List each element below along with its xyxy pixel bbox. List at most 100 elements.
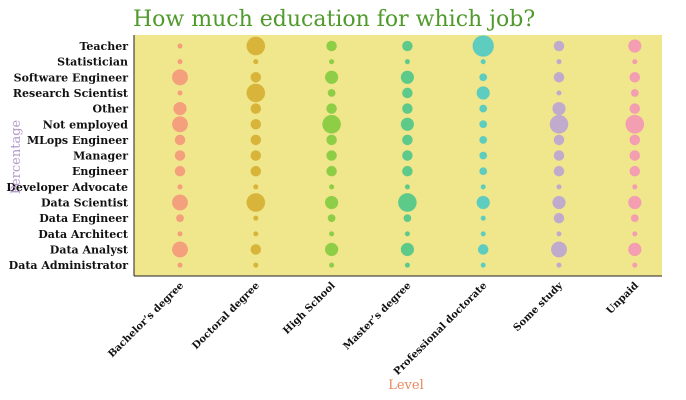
data-point: [322, 114, 341, 134]
data-point: [250, 103, 262, 114]
data-point: [632, 262, 638, 268]
data-point: [479, 104, 488, 113]
data-point: [556, 262, 562, 268]
data-point: [629, 150, 641, 161]
data-point: [174, 165, 186, 177]
data-point: [549, 114, 569, 134]
data-point: [553, 150, 565, 161]
data-point: [551, 241, 568, 258]
y-tick-label: Data Administrator: [9, 259, 129, 272]
data-point: [479, 135, 488, 144]
data-point: [552, 195, 566, 210]
data-point: [253, 231, 259, 237]
x-tick-label: Doctoral degree: [190, 280, 261, 351]
y-tick-label: Teacher: [79, 40, 128, 53]
data-point: [632, 231, 638, 237]
data-point: [404, 231, 410, 237]
data-point: [328, 184, 335, 190]
data-point: [402, 150, 413, 161]
data-point: [326, 165, 337, 177]
chart-title: How much education for which job?: [133, 7, 535, 32]
y-tick-label: Research Scientist: [13, 87, 129, 100]
data-point: [246, 83, 266, 103]
x-tick-label: Unpaid: [605, 280, 641, 316]
data-point: [404, 59, 410, 65]
data-point: [402, 134, 413, 146]
data-point: [477, 244, 489, 255]
data-point: [480, 231, 486, 237]
data-point: [328, 231, 335, 237]
data-point: [402, 103, 413, 114]
data-point: [404, 184, 410, 190]
y-axis-title: Percentage: [9, 119, 24, 194]
data-point: [402, 40, 413, 52]
x-axis-title: Level: [388, 378, 424, 393]
data-point: [177, 184, 183, 190]
data-point: [632, 184, 638, 190]
data-point: [479, 167, 488, 176]
data-point: [553, 165, 565, 177]
data-point: [402, 87, 413, 99]
y-tick-label: Statistician: [57, 56, 128, 69]
data-point: [171, 241, 188, 258]
data-point: [253, 215, 259, 221]
data-point: [324, 195, 339, 210]
data-point: [629, 134, 641, 146]
data-point: [326, 134, 337, 146]
data-point: [250, 118, 262, 130]
x-tick-label: Bachelor’s degree: [106, 280, 186, 360]
data-point: [480, 184, 486, 190]
data-point: [250, 72, 262, 83]
data-point: [476, 195, 490, 210]
data-point: [629, 103, 641, 114]
data-point: [326, 40, 337, 52]
data-point: [479, 151, 488, 160]
data-point: [480, 215, 486, 221]
data-point: [556, 184, 562, 190]
data-point: [404, 262, 410, 268]
data-point: [174, 134, 186, 146]
y-tick-label: Data Scientist: [41, 197, 129, 210]
data-point: [246, 36, 266, 56]
x-tick-labels: Bachelor’s degree Doctoral degree High Sch…: [106, 280, 640, 378]
x-tick-label: Some study: [512, 280, 566, 334]
x-tick-label: High School: [281, 280, 338, 337]
data-point: [324, 70, 339, 84]
y-tick-label: Manager: [73, 150, 128, 163]
data-point: [629, 72, 641, 83]
plot-area: [134, 35, 662, 276]
data-point: [174, 150, 186, 161]
x-tick-label: Master’s degree: [342, 280, 414, 352]
data-point: [403, 214, 412, 223]
data-point: [327, 88, 336, 97]
data-point: [253, 59, 259, 65]
data-point: [326, 103, 337, 114]
data-point: [328, 262, 335, 268]
data-point: [177, 43, 183, 49]
y-tick-label: Developer Advocate: [6, 181, 128, 194]
data-point: [328, 59, 335, 65]
data-point: [556, 90, 562, 96]
data-point: [171, 116, 188, 133]
data-point: [326, 150, 337, 161]
data-point: [476, 86, 490, 100]
data-point: [553, 40, 565, 52]
data-point: [250, 244, 262, 255]
data-point: [324, 242, 339, 257]
data-point: [177, 59, 183, 65]
data-point: [480, 59, 486, 65]
data-point: [628, 242, 642, 257]
data-point: [400, 70, 415, 84]
data-point: [253, 184, 259, 190]
data-point: [472, 35, 494, 57]
data-point: [632, 59, 638, 65]
y-tick-label: Engineer: [72, 165, 128, 178]
data-point: [479, 73, 488, 82]
data-points: [171, 35, 645, 268]
data-point: [553, 72, 565, 83]
y-tick-labels: Teacher Statistician Software Engineer Rese…: [6, 40, 129, 272]
data-point: [628, 195, 642, 210]
data-point: [246, 193, 266, 212]
y-tick-label: MLops Engineer: [27, 134, 128, 147]
